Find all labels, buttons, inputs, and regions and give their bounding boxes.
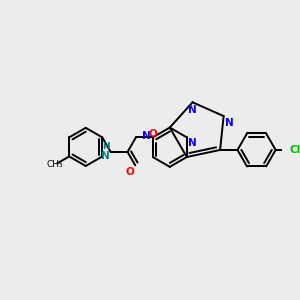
Text: N: N [225, 118, 234, 128]
Text: O: O [125, 167, 134, 177]
Text: O: O [148, 129, 157, 139]
Text: H: H [102, 142, 110, 151]
Text: N: N [101, 152, 110, 161]
Text: Cl: Cl [290, 145, 300, 155]
Text: N: N [142, 131, 151, 141]
Text: N: N [188, 138, 197, 148]
Text: N: N [188, 104, 197, 115]
Text: CH₃: CH₃ [47, 160, 63, 169]
